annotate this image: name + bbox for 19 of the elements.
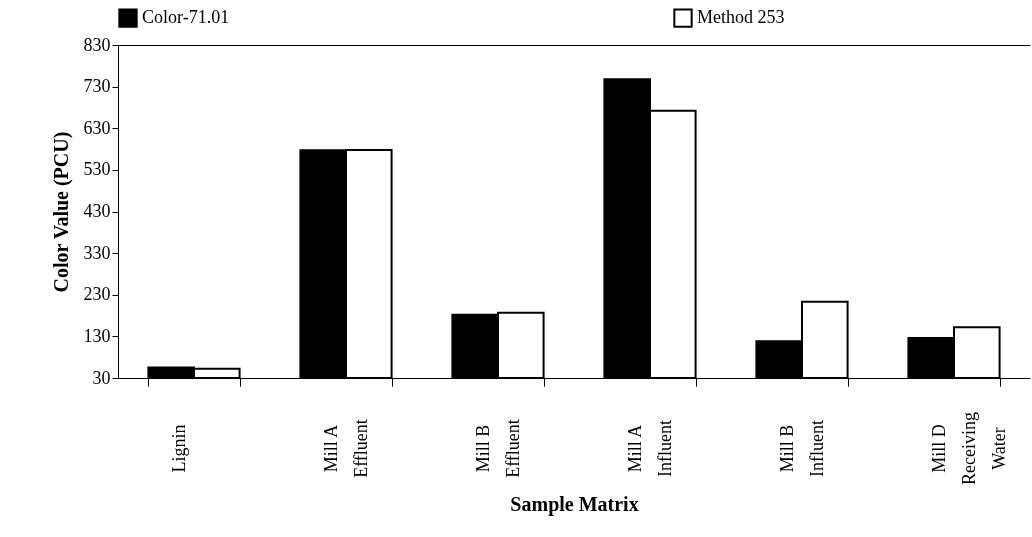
y-tick-label: 30 xyxy=(92,367,111,388)
x-tick-label: Mill A Influent xyxy=(624,420,675,477)
legend-label: Method 253 xyxy=(697,7,785,28)
y-tick-label: 630 xyxy=(83,117,111,138)
y-tick-label: 130 xyxy=(83,325,111,346)
y-tick-label: 830 xyxy=(83,34,111,55)
x-tick-label: Mill A Effluent xyxy=(320,419,371,478)
x-tick-label: Mill D Receiving Water xyxy=(928,412,1009,485)
y-tick-label: 530 xyxy=(83,159,111,180)
x-tick-label: Mill B Influent xyxy=(776,420,827,477)
y-tick-label: 730 xyxy=(83,76,111,97)
x-tick-label: Lignin xyxy=(168,424,189,473)
y-axis-title: Color Value (PCU) xyxy=(49,131,73,293)
x-tick-label: Mill B Effluent xyxy=(472,419,523,478)
y-tick-label: 430 xyxy=(83,201,111,221)
legend-label: Color-71.01 xyxy=(142,7,230,28)
y-tick-label: 230 xyxy=(83,284,111,305)
x-axis-title: Sample Matrix xyxy=(510,492,639,516)
y-tick-label: 330 xyxy=(83,242,111,263)
